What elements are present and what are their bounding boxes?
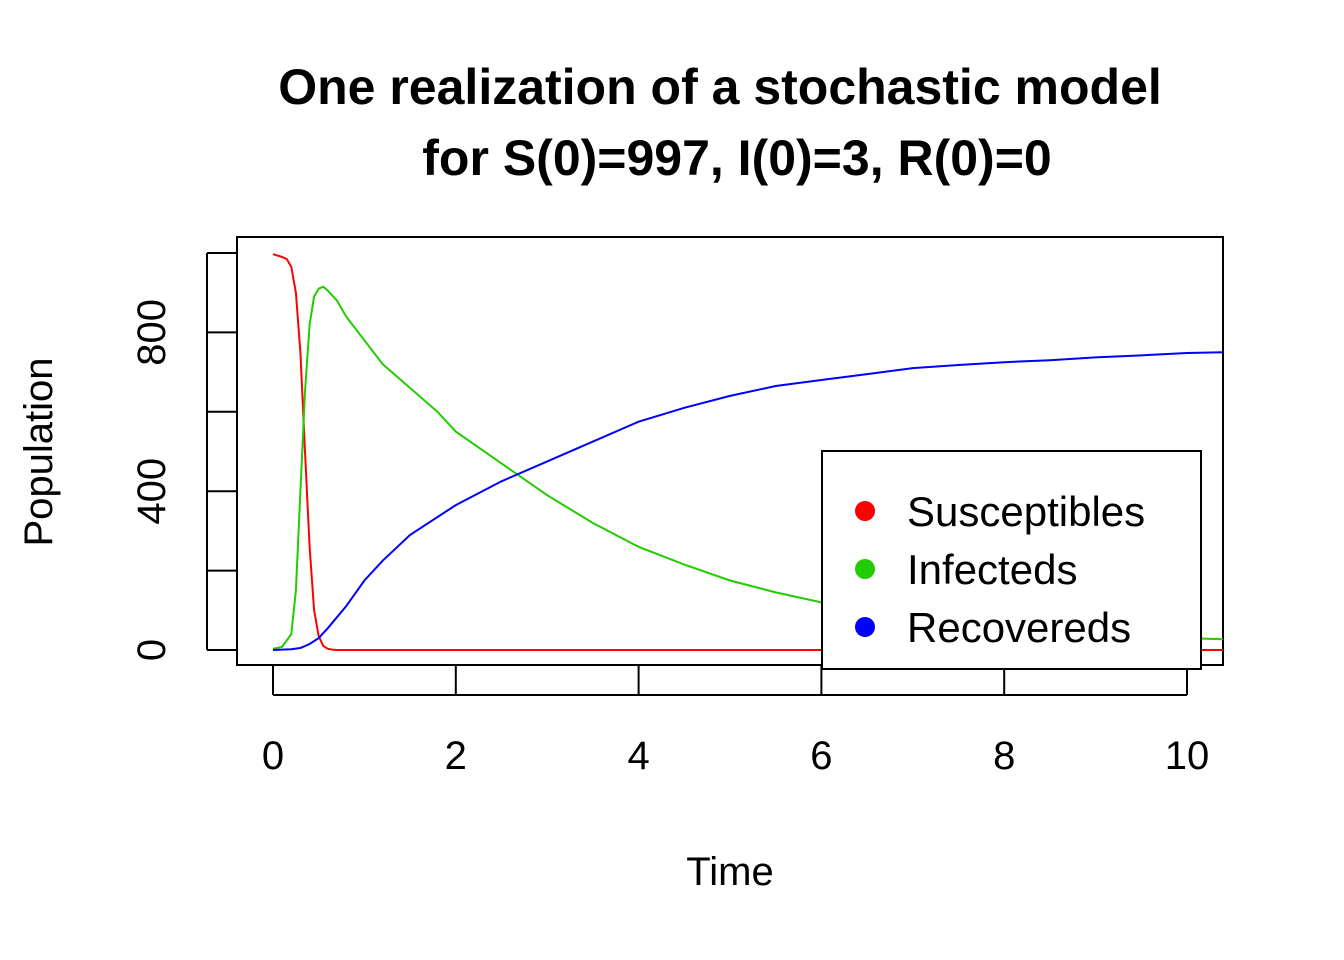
plot-frame <box>236 236 1224 666</box>
legend-label-infecteds: Infecteds <box>907 546 1077 593</box>
y-tick-label: 0 <box>130 639 174 661</box>
legend-marker-infecteds <box>855 559 875 579</box>
y-tick-label: 800 <box>130 299 174 366</box>
x-tick-label: 10 <box>1165 734 1210 778</box>
series-line-recovereds <box>272 351 1223 651</box>
legend-label-susceptibles: Susceptibles <box>907 488 1145 535</box>
x-axis: 0 2 4 6 8 10 <box>262 665 1209 778</box>
x-tick-label: 4 <box>627 734 649 778</box>
x-tick-label: 2 <box>445 734 467 778</box>
legend-marker-susceptibles <box>855 501 875 521</box>
legend: Susceptibles Infecteds Recovereds <box>821 450 1202 670</box>
y-axis-label: Population <box>17 357 61 546</box>
legend-label-recovereds: Recovereds <box>907 604 1131 651</box>
chart-title-line2: for S(0)=997, I(0)=3, R(0)=0 <box>422 130 1051 186</box>
legend-box <box>821 450 1202 670</box>
legend-marker-recovereds <box>855 617 875 637</box>
chart-title-line1: One realization of a stochastic model <box>278 59 1162 115</box>
x-tick-label: 6 <box>810 734 832 778</box>
x-tick-label: 0 <box>262 734 284 778</box>
y-tick-label: 400 <box>130 458 174 525</box>
series-line-susceptibles <box>272 253 1223 651</box>
y-axis: 0 400 800 <box>130 252 237 661</box>
x-tick-label: 8 <box>993 734 1015 778</box>
x-axis-label: Time <box>686 850 773 894</box>
